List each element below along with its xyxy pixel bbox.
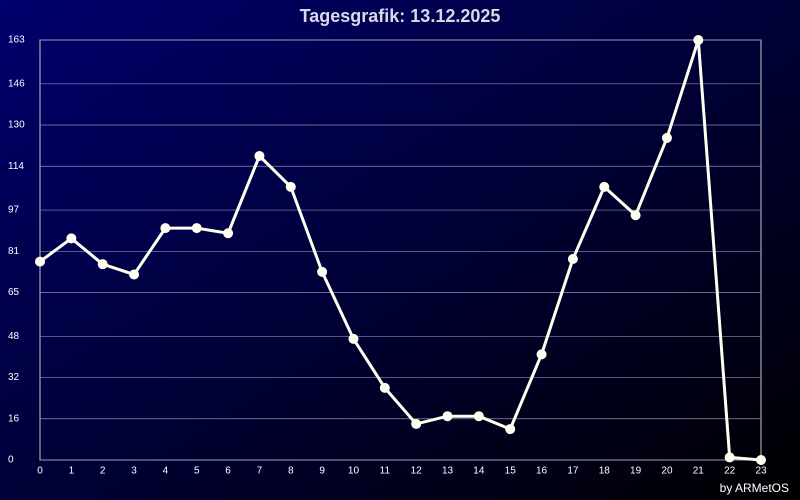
x-tick-label: 9: [319, 466, 325, 477]
data-point: [599, 181, 610, 192]
y-tick-label: 32: [8, 372, 20, 383]
x-tick-label: 12: [411, 466, 423, 477]
x-tick-label: 0: [37, 466, 43, 477]
y-tick-label: 0: [8, 455, 14, 466]
x-tick-label: 15: [505, 466, 517, 477]
data-point: [724, 452, 735, 463]
data-point: [191, 223, 202, 234]
data-point: [285, 181, 296, 192]
data-point: [379, 382, 390, 393]
data-point: [254, 150, 265, 161]
data-point: [505, 424, 516, 435]
data-point: [97, 259, 108, 270]
y-tick-label: 16: [8, 413, 20, 424]
y-tick-label: 114: [8, 161, 24, 172]
x-tick-label: 4: [163, 466, 169, 477]
data-point: [129, 269, 140, 280]
data-point: [348, 333, 359, 344]
x-tick-label: 3: [131, 466, 137, 477]
x-tick-label: 7: [257, 466, 263, 477]
x-tick-label: 23: [755, 466, 767, 477]
x-tick-label: 17: [567, 466, 579, 477]
data-line: [39, 38, 762, 462]
x-tick-label: 10: [348, 466, 360, 477]
data-point: [756, 455, 766, 465]
chart-title: Tagesgrafik: 13.12.2025: [300, 6, 501, 26]
data-point: [661, 132, 672, 143]
data-point: [223, 228, 234, 239]
x-tick-label: 5: [194, 466, 200, 477]
data-point: [66, 233, 77, 244]
x-tick-label: 22: [724, 466, 736, 477]
data-point: [442, 411, 453, 422]
x-tick-label: 1: [69, 466, 75, 477]
x-tick-label: 13: [442, 466, 454, 477]
data-point: [567, 254, 578, 265]
x-tick-label: 14: [473, 466, 485, 477]
x-tick-label: 11: [380, 466, 391, 477]
y-tick-label: 163: [8, 35, 25, 46]
data-point: [411, 418, 422, 429]
y-tick-label: 97: [8, 205, 20, 216]
x-tick-label: 19: [630, 466, 642, 477]
y-tick-label: 65: [8, 287, 20, 298]
data-point: [35, 256, 45, 267]
y-tick-label: 81: [8, 246, 20, 257]
data-point: [693, 35, 704, 45]
x-tick-label: 16: [536, 466, 548, 477]
x-tick-label: 2: [100, 466, 106, 477]
data-point: [473, 411, 484, 422]
y-tick-label: 48: [8, 331, 20, 342]
data-point: [317, 266, 328, 277]
y-tick-label: 130: [8, 120, 25, 131]
y-tick-label: 146: [8, 78, 25, 89]
credit: by ARMetOS: [720, 481, 789, 495]
x-tick-label: 8: [288, 466, 294, 477]
data-point: [160, 223, 171, 234]
x-tick-label: 6: [225, 466, 231, 477]
data-point: [630, 210, 641, 221]
data-point: [536, 349, 547, 360]
x-tick-label: 20: [661, 466, 673, 477]
x-tick-label: 18: [599, 466, 611, 477]
x-tick-label: 21: [693, 466, 705, 477]
